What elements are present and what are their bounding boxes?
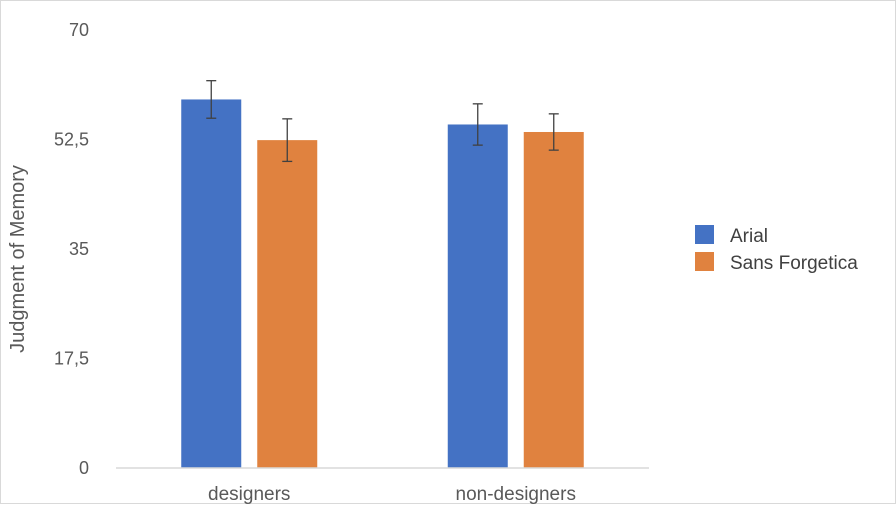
legend: Arial Sans Forgetica: [695, 225, 858, 274]
y-tick-label: 17,5: [54, 349, 89, 369]
y-tick-label: 0: [79, 458, 89, 478]
y-tick-label: 35: [69, 239, 89, 259]
bar: [257, 140, 318, 468]
legend-label: Sans Forgetica: [730, 253, 858, 274]
bars: [181, 80, 584, 469]
legend-label: Arial: [730, 226, 768, 247]
x-tick-label: designers: [208, 484, 290, 505]
y-tick-label: 52,5: [54, 130, 89, 150]
legend-swatch: [695, 225, 714, 244]
legend-swatch: [695, 252, 714, 271]
y-axis-label: Judgment of Memory: [7, 165, 29, 353]
x-tick-labels: designers non-designers: [208, 484, 576, 505]
y-tick-labels: 0 17,5 35 52,5 70: [54, 20, 89, 478]
bar: [447, 124, 508, 469]
bar: [181, 99, 242, 468]
x-tick-label: non-designers: [456, 484, 576, 505]
y-tick-label: 70: [69, 20, 89, 40]
bar: [523, 131, 584, 468]
